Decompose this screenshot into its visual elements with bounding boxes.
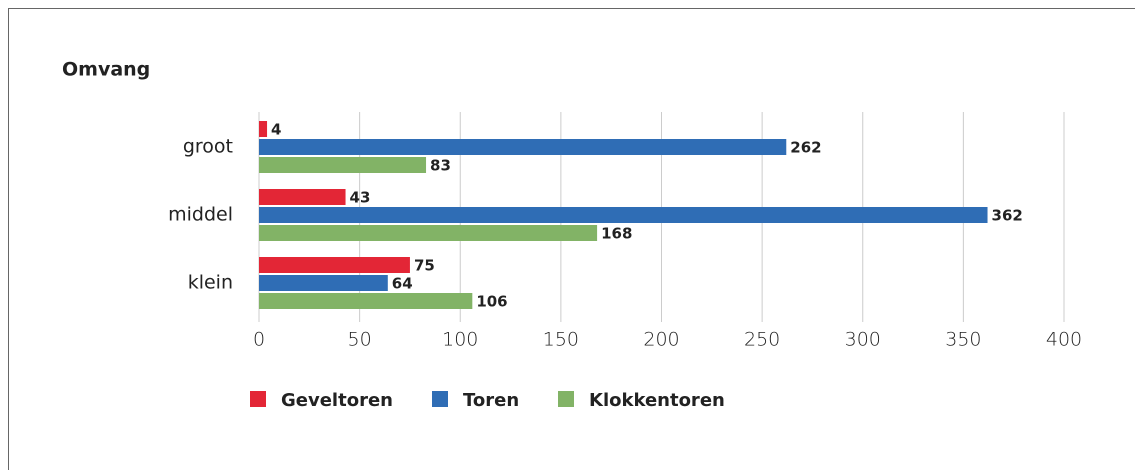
y-tick-label: klein xyxy=(188,272,233,294)
y-tick-label: middel xyxy=(168,204,233,226)
value-label: 75 xyxy=(414,257,435,275)
x-tick-label: 300 xyxy=(845,329,881,351)
bar xyxy=(259,139,787,155)
value-label: 262 xyxy=(790,139,821,157)
legend-label: Geveltoren xyxy=(281,390,393,411)
bar xyxy=(259,257,410,273)
value-label: 83 xyxy=(430,157,451,175)
value-label: 106 xyxy=(476,293,507,311)
bar xyxy=(259,293,473,309)
bar xyxy=(259,207,988,223)
x-tick-label: 250 xyxy=(744,329,780,351)
chart-title: Omvang xyxy=(62,59,150,81)
bar xyxy=(259,157,427,173)
legend-swatch xyxy=(558,391,574,407)
legend-swatch xyxy=(432,391,448,407)
x-tick-label: 50 xyxy=(348,329,372,351)
legend-swatch xyxy=(250,391,266,407)
value-label: 168 xyxy=(601,225,632,243)
x-tick-label: 200 xyxy=(643,329,679,351)
x-tick-label: 100 xyxy=(442,329,478,351)
legend-label: Toren xyxy=(463,390,519,411)
legend-label: Klokkentoren xyxy=(589,390,725,411)
value-label: 4 xyxy=(271,121,281,139)
y-tick-label: groot xyxy=(183,136,233,158)
bar xyxy=(259,121,268,137)
bar xyxy=(259,225,598,241)
value-label: 362 xyxy=(992,207,1023,225)
value-label: 64 xyxy=(392,275,413,293)
x-tick-label: 0 xyxy=(253,329,265,351)
x-tick-label: 150 xyxy=(543,329,579,351)
x-tick-label: 400 xyxy=(1046,329,1082,351)
x-tick-label: 350 xyxy=(945,329,981,351)
bar xyxy=(259,189,346,205)
bar xyxy=(259,275,388,291)
value-label: 43 xyxy=(350,189,371,207)
